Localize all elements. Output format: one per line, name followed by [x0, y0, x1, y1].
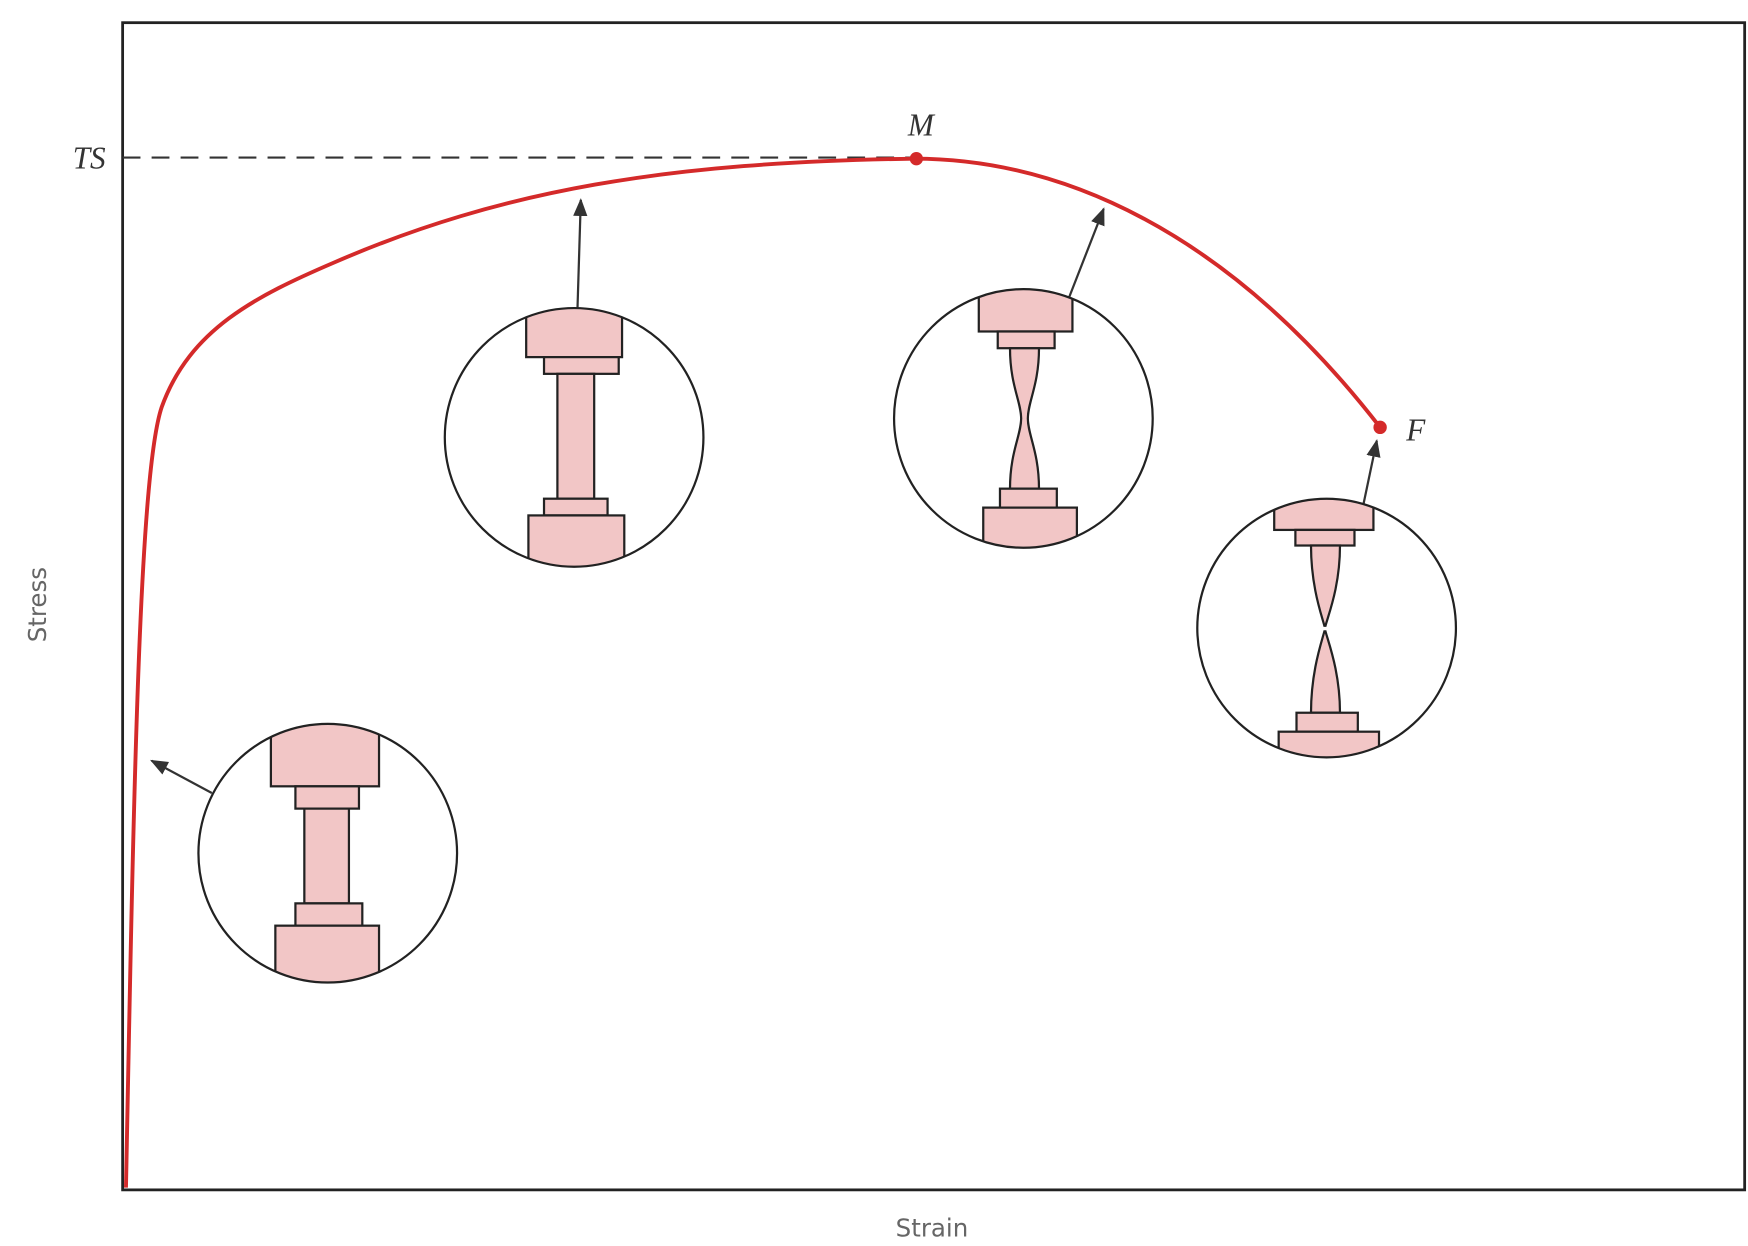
inset-circle: [1196, 497, 1458, 759]
arrow: [150, 759, 213, 794]
arrow: [1066, 207, 1105, 301]
m-label: M: [907, 107, 936, 142]
inset-circle: [443, 306, 705, 568]
specimen-elongated: [525, 308, 626, 567]
arrow: [573, 198, 588, 310]
fracture-point: [1373, 420, 1387, 435]
plot-frame: [121, 21, 1747, 1192]
arrow: [1361, 438, 1381, 511]
inset-circle: [892, 288, 1154, 549]
inset-circle: [197, 722, 459, 984]
specimen-uniform: [269, 723, 381, 983]
x-axis-label: Strain: [896, 1214, 969, 1243]
ts-label: TS: [73, 141, 106, 176]
f-label: F: [1405, 413, 1426, 448]
y-axis-label: Stress: [23, 567, 52, 642]
max-point: [909, 151, 924, 166]
background: [0, 5, 1748, 1241]
stress-strain-curve: [124, 156, 1382, 1188]
specimen-necking: [977, 289, 1079, 548]
